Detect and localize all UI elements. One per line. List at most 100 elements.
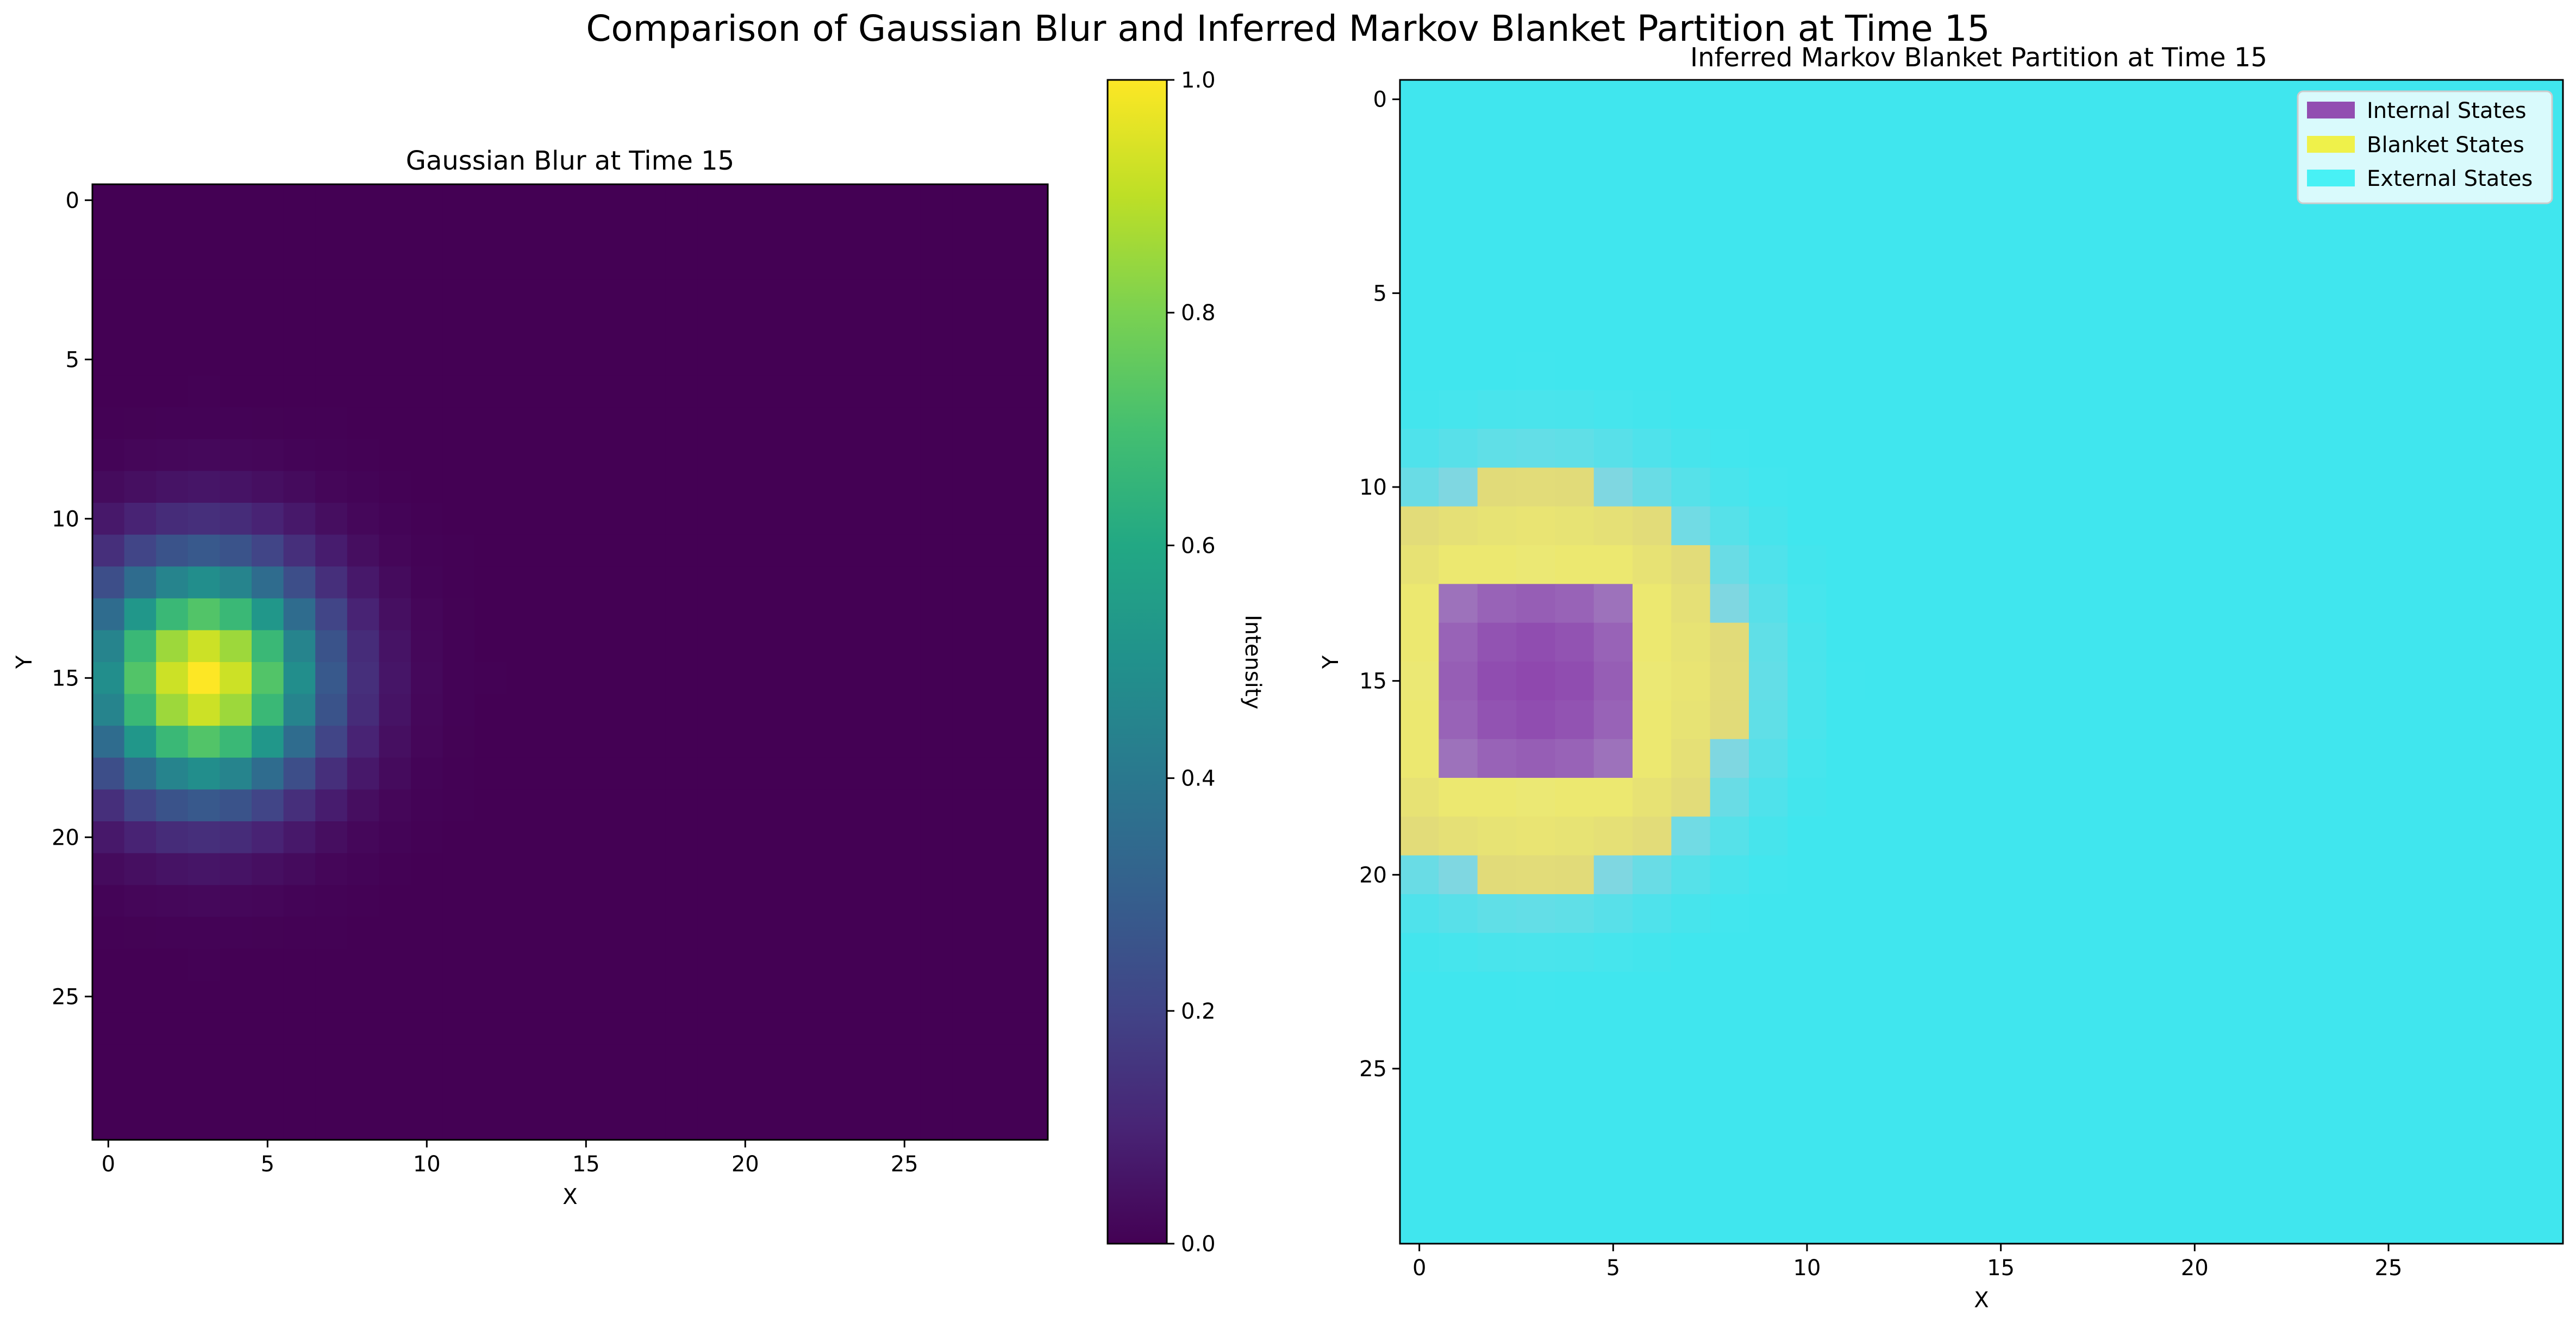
heatmap-cell [283,1012,316,1045]
heatmap-cell [634,311,666,344]
partition-cell [2253,700,2292,740]
heatmap-cell [347,1012,379,1045]
heatmap-cell [442,694,475,726]
heatmap-cell [442,916,475,949]
partition-cell [2136,429,2176,468]
partition-cell [1593,196,1633,235]
partition-cell [2369,778,2409,817]
partition-cell [1555,118,1595,158]
partition-cell [2447,622,2486,662]
heatmap-cell [283,757,316,790]
partition-cell [2330,506,2369,546]
heatmap-cell [984,885,1016,918]
partition-cell [2369,1204,2409,1244]
heatmap-cell [379,853,411,885]
partition-cell [2136,894,2176,933]
heatmap-cell [602,471,634,503]
heatmap-cell [952,344,985,376]
heatmap-cell [665,598,698,631]
partition-cell [1633,118,1672,158]
heatmap-cell [665,184,698,217]
partition-cell [2524,662,2564,701]
partition-cell [1439,545,1478,584]
heatmap-cell [124,694,157,726]
heatmap-cell [220,311,252,344]
heatmap-cell [379,598,411,631]
partition-cell [2020,273,2060,313]
heatmap-cell [220,1012,252,1045]
heatmap-cell [411,248,443,280]
partition-cell [1787,816,1827,856]
partition-cell [1593,700,1633,740]
left-y-axis-label: Y [12,655,37,669]
heatmap-cell [220,694,252,726]
partition-cell [1865,1204,1904,1244]
heatmap-cell [442,344,475,376]
x-tick-label: 15 [572,1152,600,1177]
heatmap-cell [474,375,507,408]
partition-cell [2020,196,2060,235]
partition-cell [2291,235,2331,274]
partition-cell [2408,506,2447,546]
heatmap-cell [315,885,348,918]
heatmap-cell [634,1108,666,1140]
partition-cell [2447,351,2486,391]
heatmap-cell [824,1076,857,1108]
partition-cell [1981,351,2021,391]
heatmap-cell [570,279,603,312]
partition-cell [1904,390,1943,429]
heatmap-cell [442,726,475,758]
partition-cell [2253,855,2292,895]
heatmap-cell [634,726,666,758]
partition-cell [2214,545,2253,584]
heatmap-cell [952,949,985,981]
partition-cell [1981,390,2021,429]
heatmap-cell [283,216,316,248]
partition-cell [2136,196,2176,235]
heatmap-cell [697,630,730,663]
heatmap-cell [156,981,189,1013]
partition-cell [1439,118,1478,158]
partition-cell [1477,584,1517,623]
partition-cell [1439,390,1478,429]
partition-cell [2136,1127,2176,1166]
partition-cell [2485,894,2525,933]
heatmap-cell [856,184,889,217]
partition-cell [2020,778,2060,817]
heatmap-cell [952,439,985,471]
heatmap-cell [347,1076,379,1108]
heatmap-cell [856,311,889,344]
partition-cell [2059,816,2098,856]
partition-cell [2175,1049,2215,1089]
partition-cell [1516,700,1555,740]
partition-cell [2136,118,2176,158]
heatmap-cell [952,1044,985,1077]
heatmap-cell [156,375,189,408]
heatmap-cell [602,885,634,918]
partition-cell [2447,467,2486,507]
heatmap-cell [729,1076,762,1108]
heatmap-cell [1016,566,1048,599]
heatmap-cell [315,534,348,567]
partition-cell [1942,1010,1982,1050]
heatmap-cell [1016,662,1048,695]
partition-cell [2098,622,2137,662]
partition-cell [1439,855,1478,895]
partition-cell [2175,313,2215,352]
right-plot-title: Inferred Markov Blanket Partition at Tim… [1690,42,2267,73]
heatmap-cell [220,821,252,854]
heatmap-cell [220,662,252,695]
heatmap-cell [538,184,571,217]
partition-cell [1826,506,1866,546]
heatmap-cell [124,407,157,440]
heatmap-cell [220,853,252,885]
partition-cell [1787,351,1827,391]
partition-cell [1865,1010,1904,1050]
partition-cell [2059,700,2098,740]
heatmap-cell [665,981,698,1013]
partition-cell [1865,584,1904,623]
heatmap-cell [283,1108,316,1140]
partition-cell [2408,429,2447,468]
heatmap-cell [156,184,189,217]
heatmap-cell [187,1044,220,1077]
